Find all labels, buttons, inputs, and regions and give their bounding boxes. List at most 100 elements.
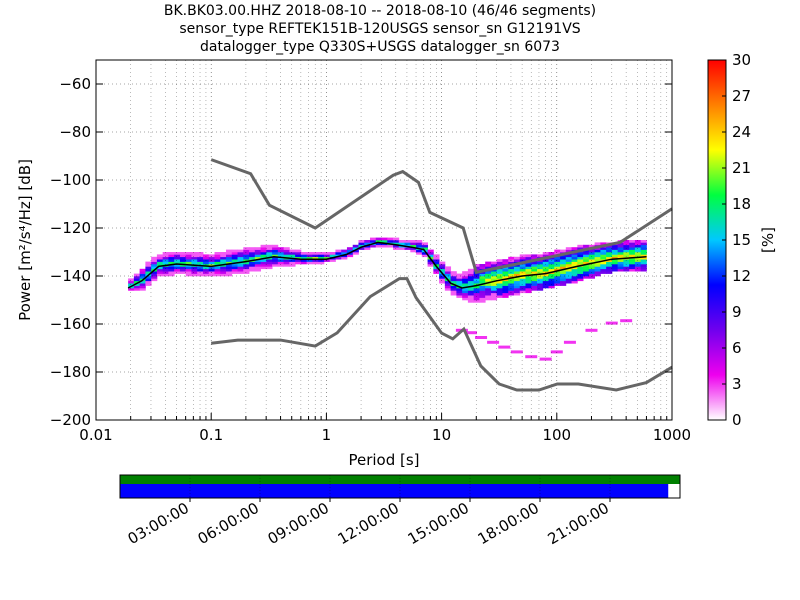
heatmap-cell [525,264,532,267]
heatmap-cell [560,261,567,265]
heatmap-cell [254,254,261,258]
heatmap-cell [289,259,296,262]
heatmap-cell [583,254,590,258]
heatmap-cell [179,254,187,258]
heatmap-cell [640,256,647,260]
heatmap-cell [583,256,590,260]
heatmap-cell [231,252,238,255]
heatmap-cell [139,271,146,274]
outlier-cell [585,328,598,332]
heatmap-cell [156,256,164,260]
heatmap-cell [513,259,521,262]
heatmap-cell [629,242,636,246]
heatmap-cell [312,261,319,265]
heatmap-cell [531,256,538,260]
heatmap-cell [295,259,302,262]
heatmap-cell [462,288,469,291]
heatmap-cell [577,252,584,255]
heatmap-cell [554,283,561,286]
heatmap-cell [145,278,152,282]
heatmap-cell [450,288,457,291]
heatmap-cell [416,240,423,243]
heatmap-cell [444,288,452,291]
heatmap-cell [185,266,192,270]
heatmap-cell [346,249,354,253]
heatmap-cell [220,252,227,255]
heatmap-cell [542,271,549,274]
heatmap-cell [128,280,135,284]
heatmap-cell [254,261,261,265]
heatmap-cell [323,256,331,260]
heatmap-cell [151,266,158,270]
heatmap-cell [179,252,187,255]
heatmap-cell [462,280,469,284]
heatmap-cell [416,252,423,255]
heatmap-cell [145,266,152,270]
heatmap-cell [640,240,647,243]
heatmap-cell [502,273,509,277]
heatmap-cell [151,264,158,267]
heatmap-cell [260,254,267,258]
heatmap-cell [606,252,613,255]
heatmap-cell [513,285,521,289]
heatmap-cell [640,252,647,255]
heatmap-cell [531,280,538,284]
heatmap-cell [352,247,359,250]
heatmap-cell [226,259,233,262]
heatmap-cell [629,240,636,243]
heatmap-cell [185,261,192,265]
segment-time-label: 21:00:00 [545,499,612,548]
heatmap-cell [433,256,440,260]
heatmap-cell [370,244,377,248]
colorbar-tick-label: 18 [732,195,751,213]
heatmap-cell [191,273,198,277]
heatmap-cell [191,252,198,255]
heatmap-cell [508,259,515,262]
heatmap-cell [444,283,452,286]
heatmap-cell [439,261,446,265]
heatmap-cell [629,259,636,262]
heatmap-cell [335,252,342,255]
heatmap-cell [249,261,256,265]
heatmap-cell [410,249,417,253]
heatmap-cell [485,297,492,301]
heatmap-cell [548,261,555,265]
heatmap-cell [421,247,428,250]
heatmap-cell [473,295,480,298]
heatmap-cell [243,259,250,262]
heatmap-cell [191,268,198,272]
heatmap-cell [272,261,279,265]
heatmap-cell [588,244,596,248]
heatmap-cell [358,247,365,250]
heatmap-cell [162,252,169,255]
heatmap-cell [502,285,509,289]
heatmap-cell [519,288,526,291]
colorbar-tick-label: 30 [732,51,751,69]
heatmap-cell [634,268,642,272]
heatmap-cell [571,247,578,250]
heatmap-cell [450,278,457,282]
heatmap-cell [300,252,308,255]
heatmap-cell [393,244,400,248]
heatmap-cell [508,288,515,291]
heatmap-cell [611,249,619,253]
heatmap-cell [629,254,636,258]
heatmap-cell [467,278,475,282]
heatmap-cell [168,259,175,262]
heatmap-cell [502,283,509,286]
heatmap-cell [594,256,601,260]
heatmap-cell [467,268,475,272]
heatmap-cell [179,261,187,265]
heatmap-cell [467,297,475,301]
heatmap-cell [531,283,538,286]
heatmap-cell [473,300,480,303]
heatmap-cell [260,259,267,262]
heatmap-cell [254,268,261,272]
heatmap-cell [594,268,601,272]
heatmap-cell [202,254,210,258]
chart-title-line-2: sensor_type REFTEK151B-120USGS sensor_sn… [179,21,581,37]
heatmap-cell [508,278,515,282]
heatmap-cell [531,288,538,291]
heatmap-cell [421,252,428,255]
heatmap-cell [220,268,227,272]
